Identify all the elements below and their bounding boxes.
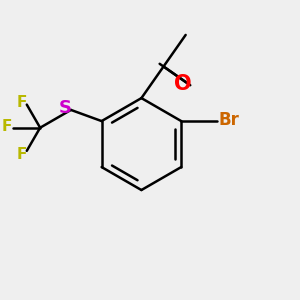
Text: S: S: [59, 99, 72, 117]
Text: Br: Br: [218, 111, 239, 129]
Text: O: O: [174, 74, 192, 94]
Text: F: F: [16, 95, 27, 110]
Text: F: F: [16, 147, 27, 162]
Text: F: F: [2, 119, 12, 134]
